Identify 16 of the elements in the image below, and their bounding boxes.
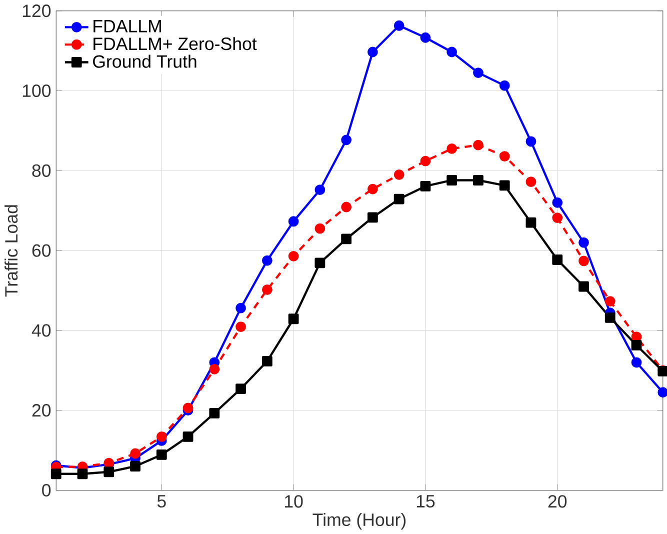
legend-label: FDALLM+ Zero-Shot [94,37,257,50]
x-axis-title: Time (Hour) [312,512,406,530]
y-tick-label: 80 [32,164,51,177]
y-tick-label: 60 [32,244,51,257]
legend-label: FDALLM [94,20,161,32]
x-tick-label: 20 [548,495,567,508]
x-tick-label: 15 [416,495,435,508]
y-axis-title: Traffic Load [4,205,18,297]
y-tick-label: 40 [32,324,51,337]
y-tick-label: 20 [32,404,51,417]
y-tick-label: 0 [42,484,51,496]
x-tick-label: 5 [157,495,166,508]
x-tick-label: 10 [285,495,303,508]
legend-label: Ground Truth [93,54,196,68]
y-tick-label: 100 [22,84,51,97]
y-tick-label: 120 [22,4,51,18]
